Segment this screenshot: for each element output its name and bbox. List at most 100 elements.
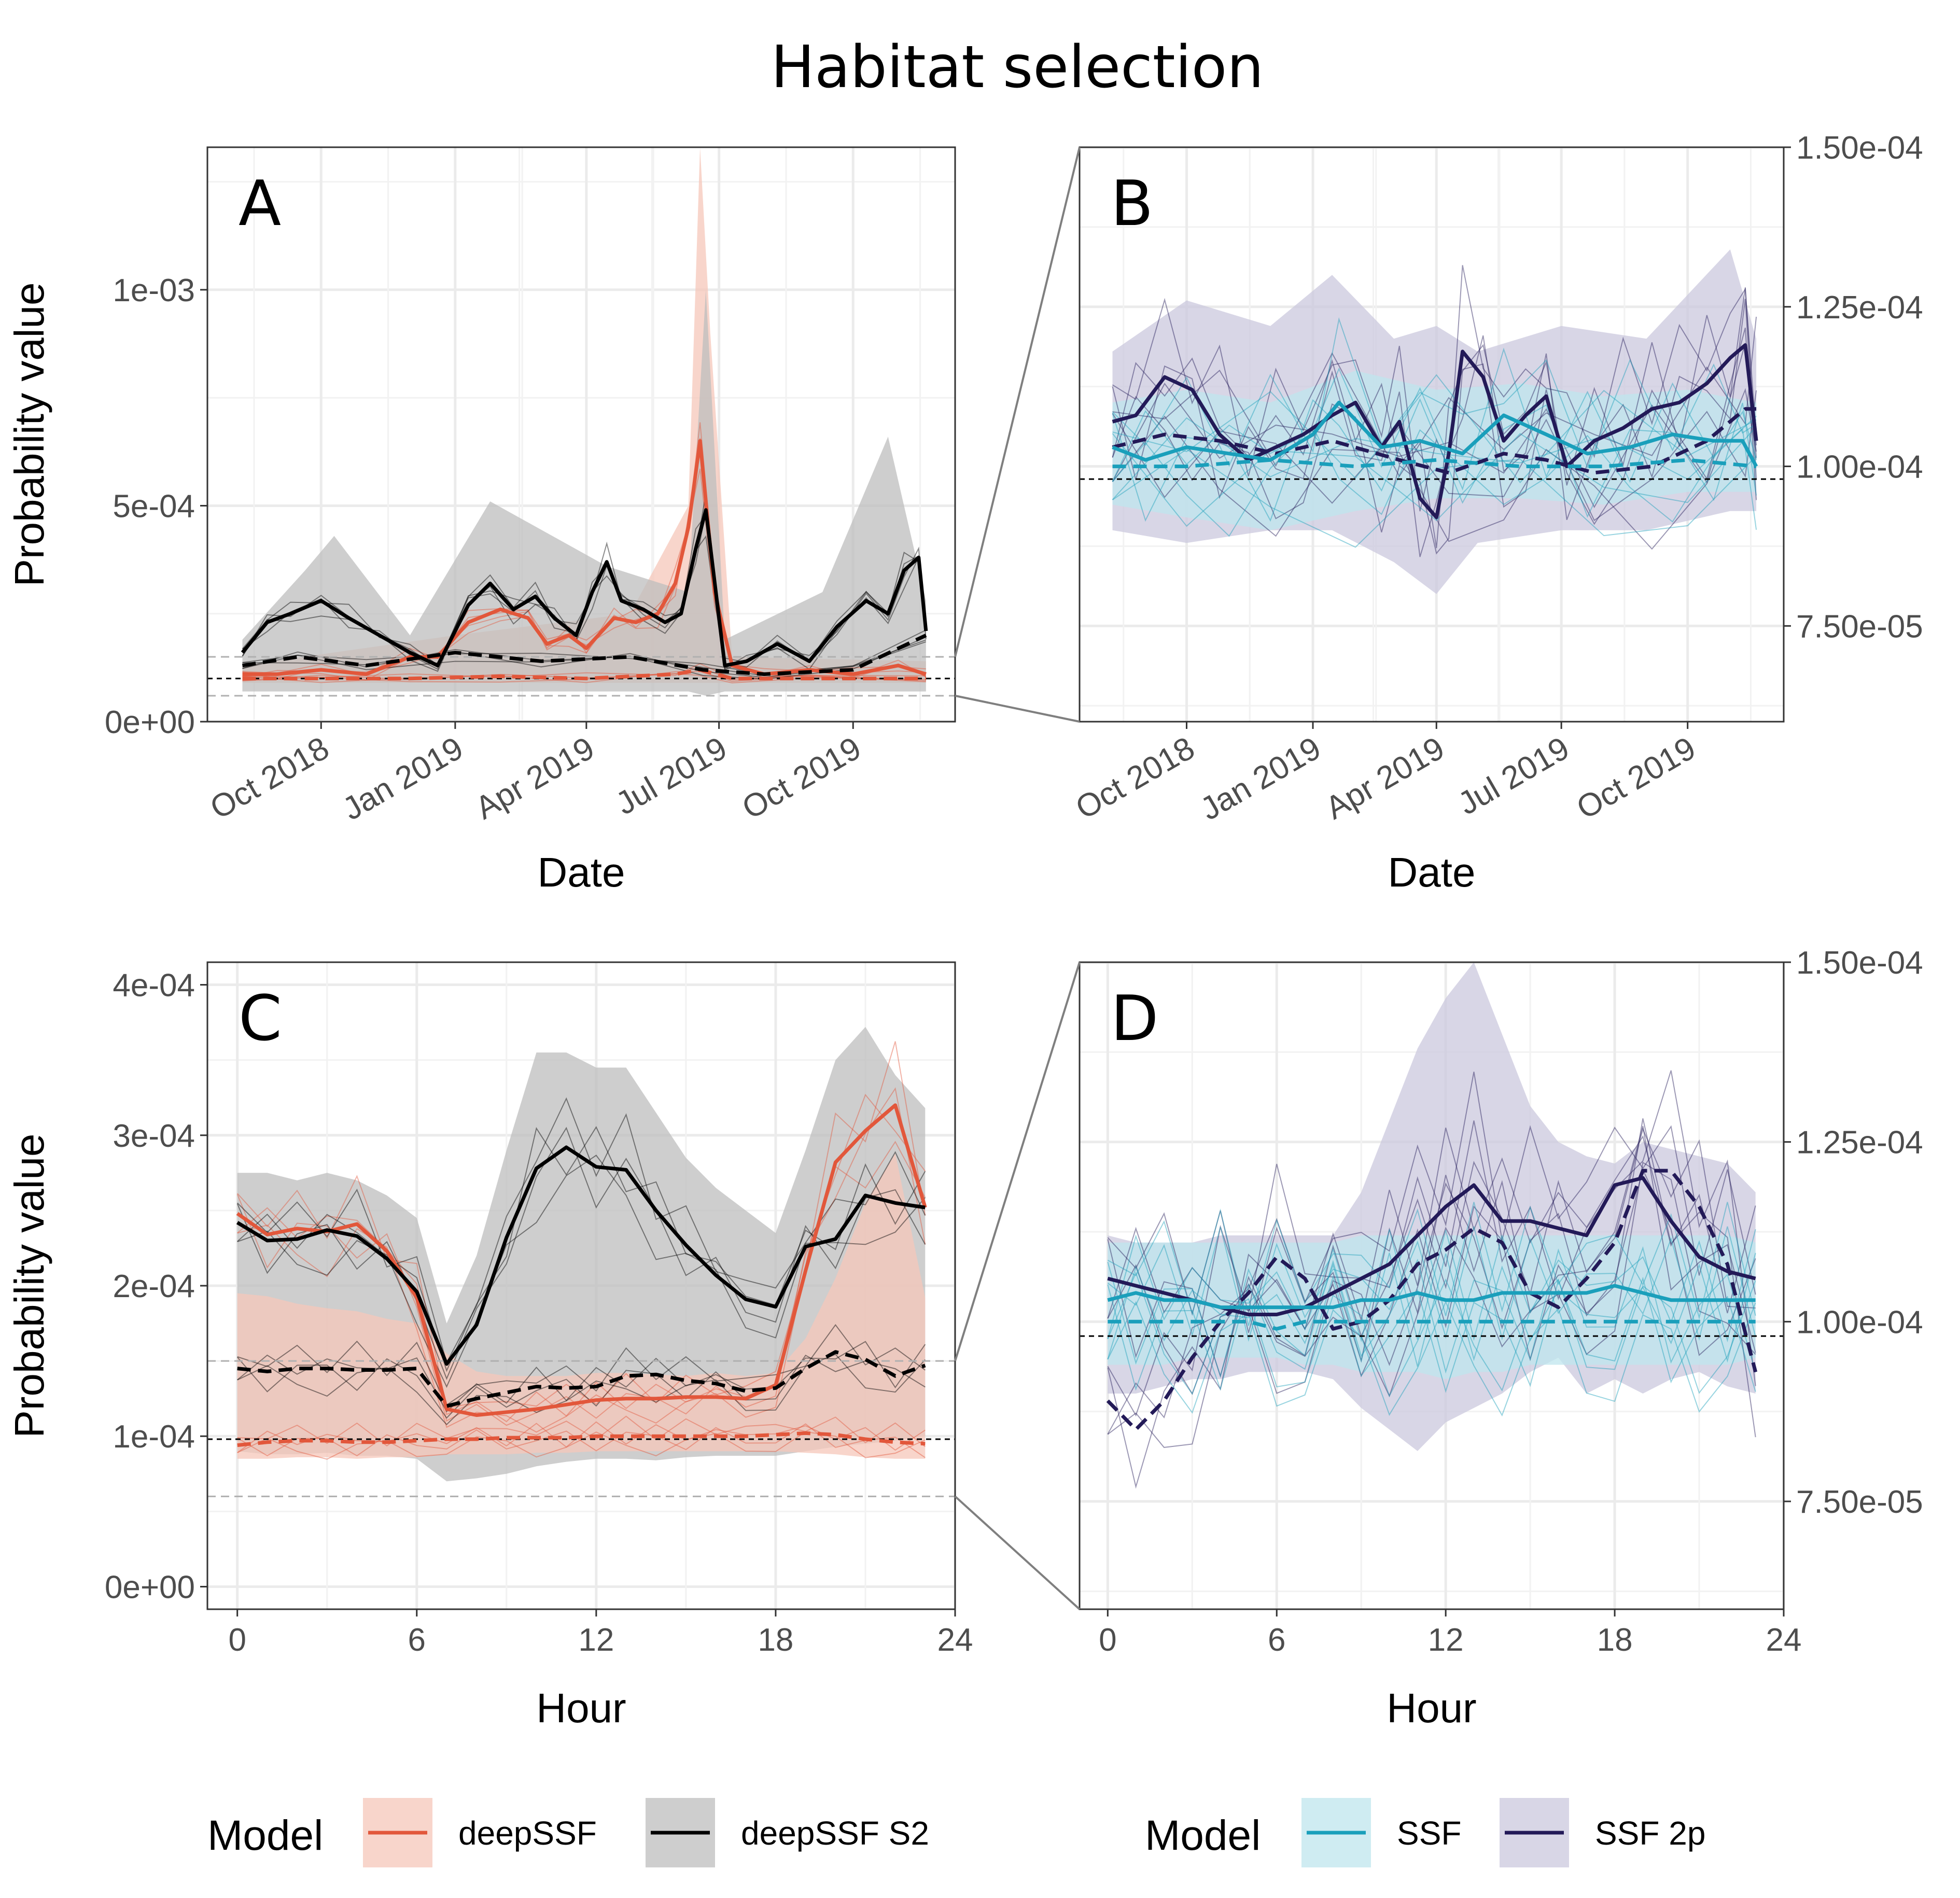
y-tick-label: 1.00e-04 [1796, 449, 1923, 485]
zoom-connector-line [954, 1495, 1081, 1610]
zoom-connector-line [954, 962, 1081, 1361]
series-line-ssf-2p-mean [1112, 343, 1758, 519]
x-axis-title: Hour [536, 1685, 626, 1731]
y-tick-label: 0e+00 [105, 705, 195, 740]
x-tick-label: 24 [937, 1622, 973, 1658]
y-tick-label: 7.50e-05 [1796, 609, 1923, 644]
x-axis-title: Date [538, 849, 625, 895]
x-tick-label: 18 [1597, 1622, 1633, 1658]
x-tick-label: 18 [758, 1622, 793, 1658]
x-axis-title: Date [1388, 849, 1476, 895]
y-tick-label: 1.50e-04 [1796, 945, 1923, 981]
individual-track-line [1107, 1161, 1756, 1448]
y-axis-title: Probability value [6, 283, 52, 587]
plot-area [207, 1027, 955, 1497]
x-tick-label: Oct 2019 [1571, 730, 1701, 826]
y-tick-label: 1.25e-04 [1796, 290, 1923, 326]
panel-b: B 7.50e-05 1.00e-04 1.25e-04 1.50e-04 Oct 201… [1070, 130, 1923, 895]
individual-track-line [1112, 265, 1757, 512]
individual-track-line [1107, 1246, 1756, 1378]
x-tick-label: Oct 2018 [204, 730, 335, 826]
x-tick-label: 0 [228, 1622, 246, 1658]
x-tick-label: 6 [1268, 1622, 1285, 1658]
individual-track-line [1107, 1229, 1756, 1343]
x-tick-label: 0 [1099, 1622, 1116, 1658]
legend-label: SSF 2p [1595, 1815, 1705, 1852]
ribbon-ssf [1112, 370, 1757, 530]
individual-track-line [242, 673, 926, 684]
x-tick-label: Apr 2019 [1320, 730, 1450, 826]
legends: Model deepSSF deepSSF S2 Model SSF SSF 2p [207, 1798, 1705, 1867]
panel-letter: B [1111, 168, 1153, 240]
legend-label: deepSSF [458, 1815, 597, 1852]
zoom-connector-line [954, 147, 1081, 657]
x-tick-label: 24 [1766, 1622, 1802, 1658]
panel-letter: D [1111, 983, 1158, 1055]
series-line-deepssf-s2-median [242, 634, 927, 676]
series-line-deepssf-median [242, 668, 926, 681]
series-line-ssf-median [1112, 458, 1757, 469]
x-tick-label: 6 [408, 1622, 426, 1658]
individual-track-line [236, 1087, 926, 1426]
x-tick-label: 12 [1428, 1622, 1464, 1658]
y-tick-label: 1.00e-04 [1796, 1304, 1923, 1340]
legend-item-ssf-2p: SSF 2p [1500, 1798, 1705, 1867]
series-line-ssf-mean [1107, 1284, 1756, 1310]
y-tick-label: 1e-04 [113, 1419, 195, 1455]
y-tick-label: 5e-04 [113, 488, 195, 524]
individual-track-line [237, 1093, 926, 1423]
individual-track-line [1107, 1126, 1756, 1378]
individual-track-line [237, 1341, 926, 1413]
legend-item-deepssf-s2: deepSSF S2 [646, 1798, 929, 1867]
y-tick-label: 1.50e-04 [1796, 130, 1923, 166]
ribbon-deepssf [237, 1153, 926, 1459]
legend-1: Model deepSSF deepSSF S2 [207, 1798, 929, 1867]
panel-letter: A [239, 168, 281, 240]
panel-border [1079, 961, 1785, 1610]
individual-track-line [237, 1155, 926, 1388]
individual-track-line [236, 1097, 926, 1364]
legend-label: SSF [1397, 1815, 1461, 1852]
panel-border [1079, 146, 1785, 723]
individual-track-line [236, 1041, 926, 1409]
zoom-connectors [954, 147, 1081, 1610]
x-tick-label: Jan 2019 [337, 730, 469, 827]
series-line-ssf-2p-median [1106, 1169, 1758, 1431]
series-line-deepssf-mean [236, 1103, 927, 1417]
panel-letter: C [239, 983, 282, 1055]
series-line-deepssf-s2-median [237, 1350, 926, 1408]
legend-item-deepssf: deepSSF [363, 1798, 597, 1867]
x-tick-label: 12 [578, 1622, 614, 1658]
y-tick-label: 2e-04 [113, 1269, 195, 1304]
x-tick-label: Oct 2018 [1070, 730, 1200, 826]
legend-title: Model [207, 1812, 323, 1859]
y-tick-label: 0e+00 [105, 1569, 195, 1605]
panel-border [206, 146, 956, 723]
panel-d: D 7.50e-05 1.00e-04 1.25e-04 1.50e-04 0 6 12 18 2… [1079, 945, 1923, 1731]
individual-track-line [1112, 388, 1757, 550]
plot-area [1080, 962, 1784, 1489]
individual-track-line [237, 1423, 926, 1458]
individual-track-line [1112, 426, 1757, 527]
individual-track-line [236, 1127, 926, 1380]
zoom-connector-line [955, 695, 1080, 723]
individual-track-line [1107, 1226, 1756, 1342]
y-tick-label: 1e-03 [113, 273, 195, 308]
series-line-deepssf-median [237, 1431, 926, 1447]
individual-track-line [1107, 1127, 1756, 1435]
y-tick-label: 4e-04 [113, 968, 195, 1004]
legend-label: deepSSF S2 [741, 1815, 929, 1852]
x-axis-title: Hour [1387, 1685, 1476, 1731]
individual-track-line [236, 1354, 926, 1419]
y-tick-label: 7.50e-05 [1796, 1484, 1923, 1520]
figure-title: Habitat selection [771, 34, 1264, 101]
individual-track-line [1112, 316, 1757, 477]
individual-track-line [1107, 1202, 1756, 1326]
series-line-deepssf-s2-mean [236, 1145, 926, 1366]
plot-area [207, 147, 955, 697]
individual-track-line [237, 1126, 926, 1372]
series-line-ssf-median [1108, 1319, 1756, 1331]
legend-item-ssf: SSF [1301, 1798, 1461, 1867]
